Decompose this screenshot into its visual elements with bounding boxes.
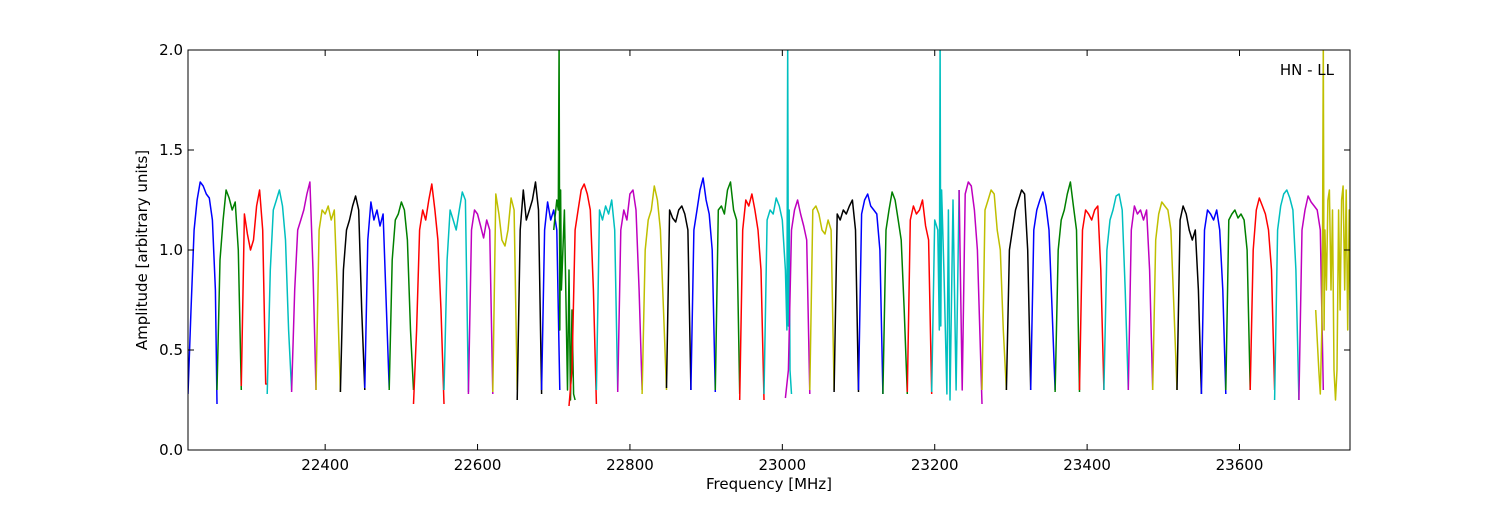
- spectrum-segment-40: [1151, 201, 1178, 391]
- x-tick-label: 23200: [911, 456, 959, 474]
- y-tick-label: 0.5: [159, 341, 183, 359]
- spectrum-segment-13: [516, 181, 543, 401]
- spectrum-segment-22: [714, 181, 741, 395]
- spectrum-segment-24: [763, 50, 793, 395]
- spectrum-segment-43: [1225, 209, 1251, 391]
- y-tick-label: 1.5: [159, 141, 183, 159]
- x-tick-label: 23600: [1216, 456, 1264, 474]
- spectrum-segment-16: [568, 183, 598, 407]
- spectrum-segment-26: [809, 205, 835, 391]
- spectrum-segment-46: [1298, 195, 1325, 401]
- spectrum-segment-2: [240, 189, 268, 387]
- spectrum-segment-44: [1249, 197, 1276, 391]
- spectrum-segment-28: [857, 193, 884, 395]
- annotation-label: HN - LL: [1280, 61, 1335, 79]
- spectrum-segment-27: [833, 199, 860, 393]
- spectrum-segment-3: [266, 189, 293, 395]
- spectrum-segment-12: [492, 193, 518, 393]
- x-tick-label: 22400: [301, 456, 349, 474]
- spectrum-segment-45: [1273, 189, 1300, 401]
- spectrum-segment-15: [552, 50, 576, 401]
- x-tick-label: 22800: [606, 456, 654, 474]
- spectrum-segment-47: [1314, 50, 1350, 401]
- spectrum-segment-11: [467, 209, 494, 395]
- spectrum-segment-1: [216, 189, 243, 391]
- spectrum-segment-8: [388, 201, 415, 391]
- x-axis-label: Frequency [MHz]: [706, 475, 832, 493]
- spectrum-segment-20: [665, 205, 692, 391]
- x-tick-label: 23000: [758, 456, 806, 474]
- y-tick-label: 0.0: [159, 441, 183, 459]
- spectrum-segment-17: [595, 199, 619, 391]
- x-tick-label: 22600: [454, 456, 502, 474]
- spectrum-segment-0: [188, 181, 218, 405]
- spectrum-segment-36: [1054, 181, 1081, 393]
- y-tick-label: 2.0: [159, 41, 183, 59]
- spectrum-segment-19: [641, 185, 668, 395]
- spectrum-segment-10: [443, 191, 470, 393]
- spectrum-segment-41: [1176, 205, 1203, 395]
- spectrum-segment-18: [616, 189, 643, 393]
- plot-frame: [187, 49, 1351, 451]
- spectrum-segment-21: [690, 177, 717, 393]
- spectrum-segment-38: [1103, 193, 1130, 391]
- spectrum-segment-35: [1029, 191, 1056, 391]
- y-axis-label: Amplitude [arbitrary units]: [133, 150, 151, 350]
- spectrum-segment-4: [290, 181, 317, 393]
- spectrum-segment-33: [981, 189, 1008, 391]
- spectrum-segment-39: [1127, 205, 1154, 391]
- axis-ticks: 22400 22600 22800 23000 23200 23400 23600 0.0 0.…: [159, 41, 1350, 474]
- spectrum-segment-29: [882, 191, 909, 395]
- y-tick-label: 1.0: [159, 241, 183, 259]
- spectrum-segment-6: [339, 195, 366, 393]
- spectrum-segment-34: [1005, 189, 1032, 391]
- spectrum-segment-25: [784, 199, 811, 399]
- spectrum-segment-14: [540, 201, 561, 391]
- x-tick-label: 23400: [1063, 456, 1111, 474]
- spectrum-segment-32: [958, 181, 983, 405]
- spectrum-segment-9: [412, 183, 445, 405]
- spectrum-segment-5: [315, 205, 342, 393]
- spectrum-segment-31: [930, 50, 960, 401]
- spectrum-segment-7: [364, 201, 390, 389]
- spectrum-segment-42: [1200, 209, 1227, 395]
- spectrum-segment-37: [1078, 205, 1105, 391]
- spectrum-segment-23: [738, 193, 765, 401]
- series-layer: [188, 50, 1350, 407]
- spectrum-segment-30: [906, 199, 933, 395]
